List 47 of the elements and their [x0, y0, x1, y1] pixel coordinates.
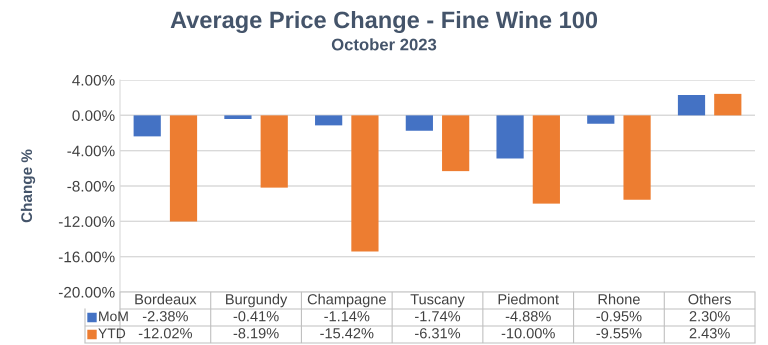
data-label: -15.42% [320, 328, 374, 338]
x-tick-label: Burgundy [226, 294, 288, 308]
bar [496, 115, 524, 158]
bar [260, 115, 288, 188]
y-tick-label: -12.00% [58, 216, 115, 228]
data-label: -6.31% [415, 328, 460, 338]
x-tick-label: Tuscany [410, 294, 465, 308]
data-label: 2.30% [690, 311, 730, 322]
x-tick-label: Piedmont [498, 294, 559, 304]
data-label: -4.88% [506, 311, 551, 322]
bar [442, 115, 470, 172]
data-label: -2.38% [142, 311, 188, 322]
x-tick-label: Bordeaux [135, 294, 196, 304]
y-tick-label: -4.00% [67, 146, 115, 156]
bar [406, 115, 433, 131]
bar [351, 115, 379, 252]
data-label: -1.74% [415, 311, 460, 322]
x-tick-label: Others [688, 294, 731, 304]
bar [623, 115, 651, 200]
bar [224, 115, 252, 119]
data-label: -10.00% [502, 328, 555, 338]
bar [532, 115, 560, 204]
chart-title: Average Price Change - Fine Wine 100 [170, 10, 598, 34]
y-tick-label: -20.00% [58, 286, 115, 298]
x-tick-label: Rhone [598, 294, 640, 304]
y-tick-label: -8.00% [67, 180, 115, 192]
legend-label: YTD [98, 328, 126, 338]
chart-subtitle: October 2023 [332, 38, 436, 50]
bar [134, 115, 161, 136]
data-label: 2.43% [690, 328, 730, 338]
data-label: -0.41% [234, 311, 279, 322]
data-label: -8.19% [234, 328, 279, 338]
bar [714, 94, 742, 116]
x-tick-label: Champagne [308, 294, 386, 308]
bar [315, 115, 342, 126]
data-label: -9.55% [596, 328, 642, 338]
bar [170, 115, 198, 222]
data-label: -12.02% [138, 328, 192, 338]
y-tick-label: 4.00% [72, 74, 115, 86]
bar [678, 95, 706, 116]
y-axis-title: Change % [20, 149, 36, 222]
legend-label: MoM [99, 312, 128, 322]
data-label: -1.14% [324, 311, 370, 322]
bar [587, 115, 614, 124]
data-label: -0.95% [596, 311, 642, 322]
y-tick-label: -16.00% [58, 252, 115, 262]
y-tick-label: 0.00% [72, 110, 115, 122]
